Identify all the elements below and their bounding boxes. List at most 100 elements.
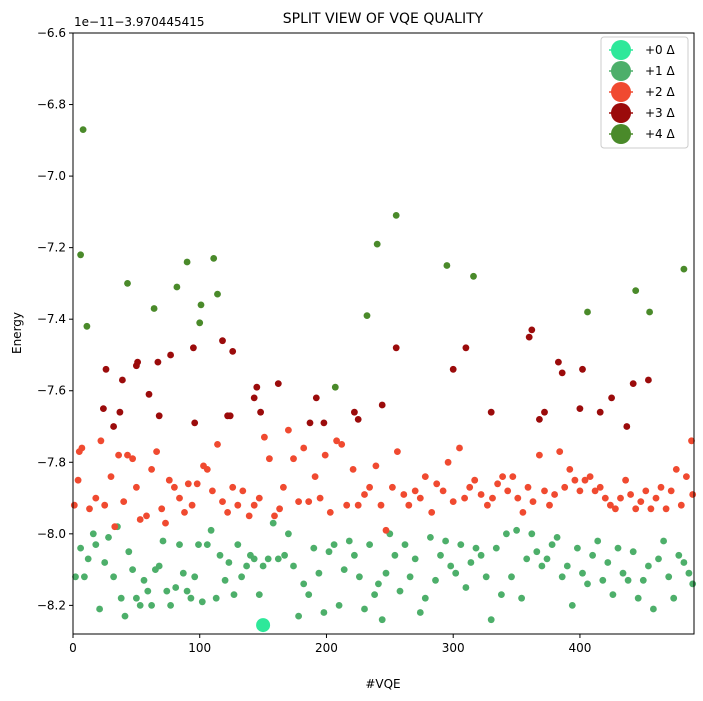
data-point-series-3: [541, 408, 548, 416]
data-point-series-2: [245, 512, 253, 520]
data-point-series-3: [154, 358, 162, 366]
data-point-series-1: [320, 609, 328, 616]
data-point-series-2: [405, 501, 413, 509]
data-point-series-2: [181, 509, 188, 516]
data-point-series-2: [612, 505, 619, 513]
chart-title: SPLIT VIEW OF VQE QUALITY: [283, 11, 484, 27]
data-point-series-1: [163, 587, 171, 595]
data-point-series-1: [92, 541, 100, 548]
data-point-series-1: [281, 551, 288, 559]
legend-marker-series-2: [611, 82, 631, 102]
y-axis-label: Energy: [10, 312, 24, 354]
data-point-series-2: [566, 466, 574, 473]
data-point-series-2: [333, 437, 340, 445]
data-point-series-2: [677, 501, 685, 509]
data-point-series-2: [551, 491, 558, 498]
data-point-series-1: [675, 551, 683, 559]
data-point-series-3: [191, 419, 199, 427]
data-point-series-2: [129, 455, 137, 463]
data-point-series-2: [86, 505, 93, 513]
data-point-series-2: [421, 473, 429, 480]
data-point-series-1: [216, 551, 224, 559]
data-point-series-1: [665, 573, 673, 581]
data-point-series-2: [343, 501, 351, 509]
data-point-series-1: [655, 555, 662, 563]
x-tick-label: 300: [442, 641, 465, 655]
data-point-series-2: [361, 491, 368, 498]
data-point-series-3: [555, 358, 562, 366]
data-point-series-2: [581, 476, 589, 484]
data-point-series-4: [173, 283, 181, 291]
data-point-series-4: [443, 262, 451, 269]
data-point-series-4: [150, 305, 158, 312]
data-point-series-2: [484, 501, 491, 509]
data-point-series-2: [133, 483, 140, 491]
data-point-series-4: [680, 265, 688, 273]
data-point-series-1: [335, 602, 343, 609]
data-point-series-3: [378, 401, 386, 409]
data-point-series-4: [183, 258, 191, 266]
data-point-series-2: [617, 494, 624, 502]
data-point-series-1: [375, 580, 382, 588]
data-point-series-2: [120, 498, 128, 505]
data-point-series-1: [548, 541, 556, 548]
data-point-series-1: [689, 580, 697, 588]
data-point-series-2: [224, 509, 232, 516]
data-point-series-1: [77, 544, 84, 552]
data-point-series-4: [331, 383, 339, 391]
data-point-series-2: [524, 483, 532, 491]
data-point-series-1: [487, 616, 495, 624]
data-point-series-2: [449, 498, 457, 505]
data-point-series-2: [92, 494, 100, 502]
data-point-series-3: [596, 408, 604, 416]
data-point-series-2: [591, 487, 599, 495]
x-tick-label: 100: [188, 641, 211, 655]
data-point-series-2: [652, 494, 660, 502]
data-point-series-1: [563, 562, 571, 570]
data-point-series-2: [250, 501, 258, 509]
data-point-series-1: [528, 530, 536, 538]
data-point-series-1: [574, 544, 581, 552]
data-point-series-2: [444, 458, 452, 466]
data-point-series-1: [269, 519, 277, 527]
data-point-series-3: [312, 394, 320, 402]
data-point-series-4: [124, 280, 131, 287]
data-point-series-1: [300, 580, 308, 588]
data-point-series-4: [210, 255, 218, 262]
data-point-series-2: [428, 509, 436, 516]
data-point-series-3: [392, 344, 400, 352]
data-point-series-1: [290, 562, 297, 570]
data-point-series-2: [471, 476, 479, 484]
data-point-series-1: [523, 555, 531, 563]
y-tick-label: −7.0: [37, 169, 66, 183]
data-point-series-3: [155, 412, 163, 420]
data-point-series-2: [209, 487, 216, 495]
data-point-series-1: [406, 573, 414, 581]
data-point-series-2: [300, 444, 308, 452]
data-point-series-1: [340, 566, 348, 573]
data-point-series-1: [391, 551, 399, 559]
data-point-series-3: [320, 419, 328, 427]
data-point-series-4: [83, 322, 91, 330]
data-point-series-1: [198, 598, 206, 606]
data-point-series-4: [77, 251, 84, 259]
data-point-series-1: [670, 594, 678, 602]
data-point-series-1: [452, 569, 460, 577]
data-point-series-3: [576, 405, 584, 412]
y-tick-label: −7.4: [37, 312, 66, 326]
data-point-series-3: [528, 326, 536, 334]
data-point-series-3: [226, 412, 234, 420]
data-point-series-2: [372, 462, 380, 470]
data-point-series-2: [509, 473, 517, 480]
data-point-series-1: [238, 573, 246, 581]
data-point-series-1: [609, 591, 617, 598]
data-point-series-3: [257, 408, 264, 416]
legend: +0 Δ +1 Δ +2 Δ +3 Δ +4 Δ: [600, 36, 689, 149]
data-point-series-2: [499, 473, 506, 480]
data-point-series-3: [167, 351, 175, 359]
data-point-series-2: [642, 487, 650, 495]
data-point-series-3: [274, 380, 282, 387]
data-point-series-4: [197, 301, 205, 309]
data-point-series-1: [589, 551, 596, 559]
